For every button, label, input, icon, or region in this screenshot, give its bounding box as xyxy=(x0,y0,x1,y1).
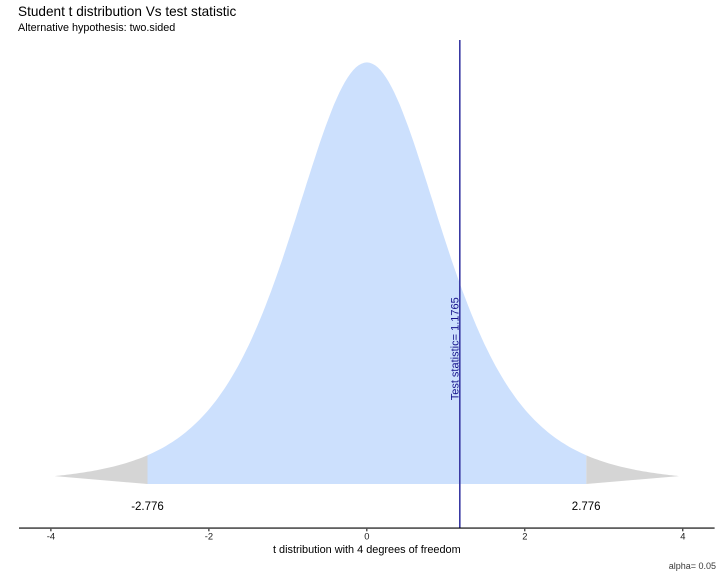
svg-text:2.776: 2.776 xyxy=(572,501,601,513)
svg-text:2: 2 xyxy=(522,531,527,542)
svg-text:-2.776: -2.776 xyxy=(131,501,164,513)
svg-text:-4: -4 xyxy=(47,531,55,542)
svg-text:0: 0 xyxy=(364,531,369,542)
svg-text:alpha= 0.05: alpha= 0.05 xyxy=(669,561,716,571)
svg-text:Test statistic= 1.1765: Test statistic= 1.1765 xyxy=(450,297,462,400)
svg-text:Alternative hypothesis: two.si: Alternative hypothesis: two.sided xyxy=(18,22,175,34)
svg-text:Student t distribution Vs test: Student t distribution Vs test statistic xyxy=(18,4,237,19)
svg-text:4: 4 xyxy=(680,531,685,542)
svg-text:-2: -2 xyxy=(205,531,213,542)
svg-text:t distribution with 4 degrees: t distribution with 4 degrees of freedom xyxy=(273,544,461,556)
